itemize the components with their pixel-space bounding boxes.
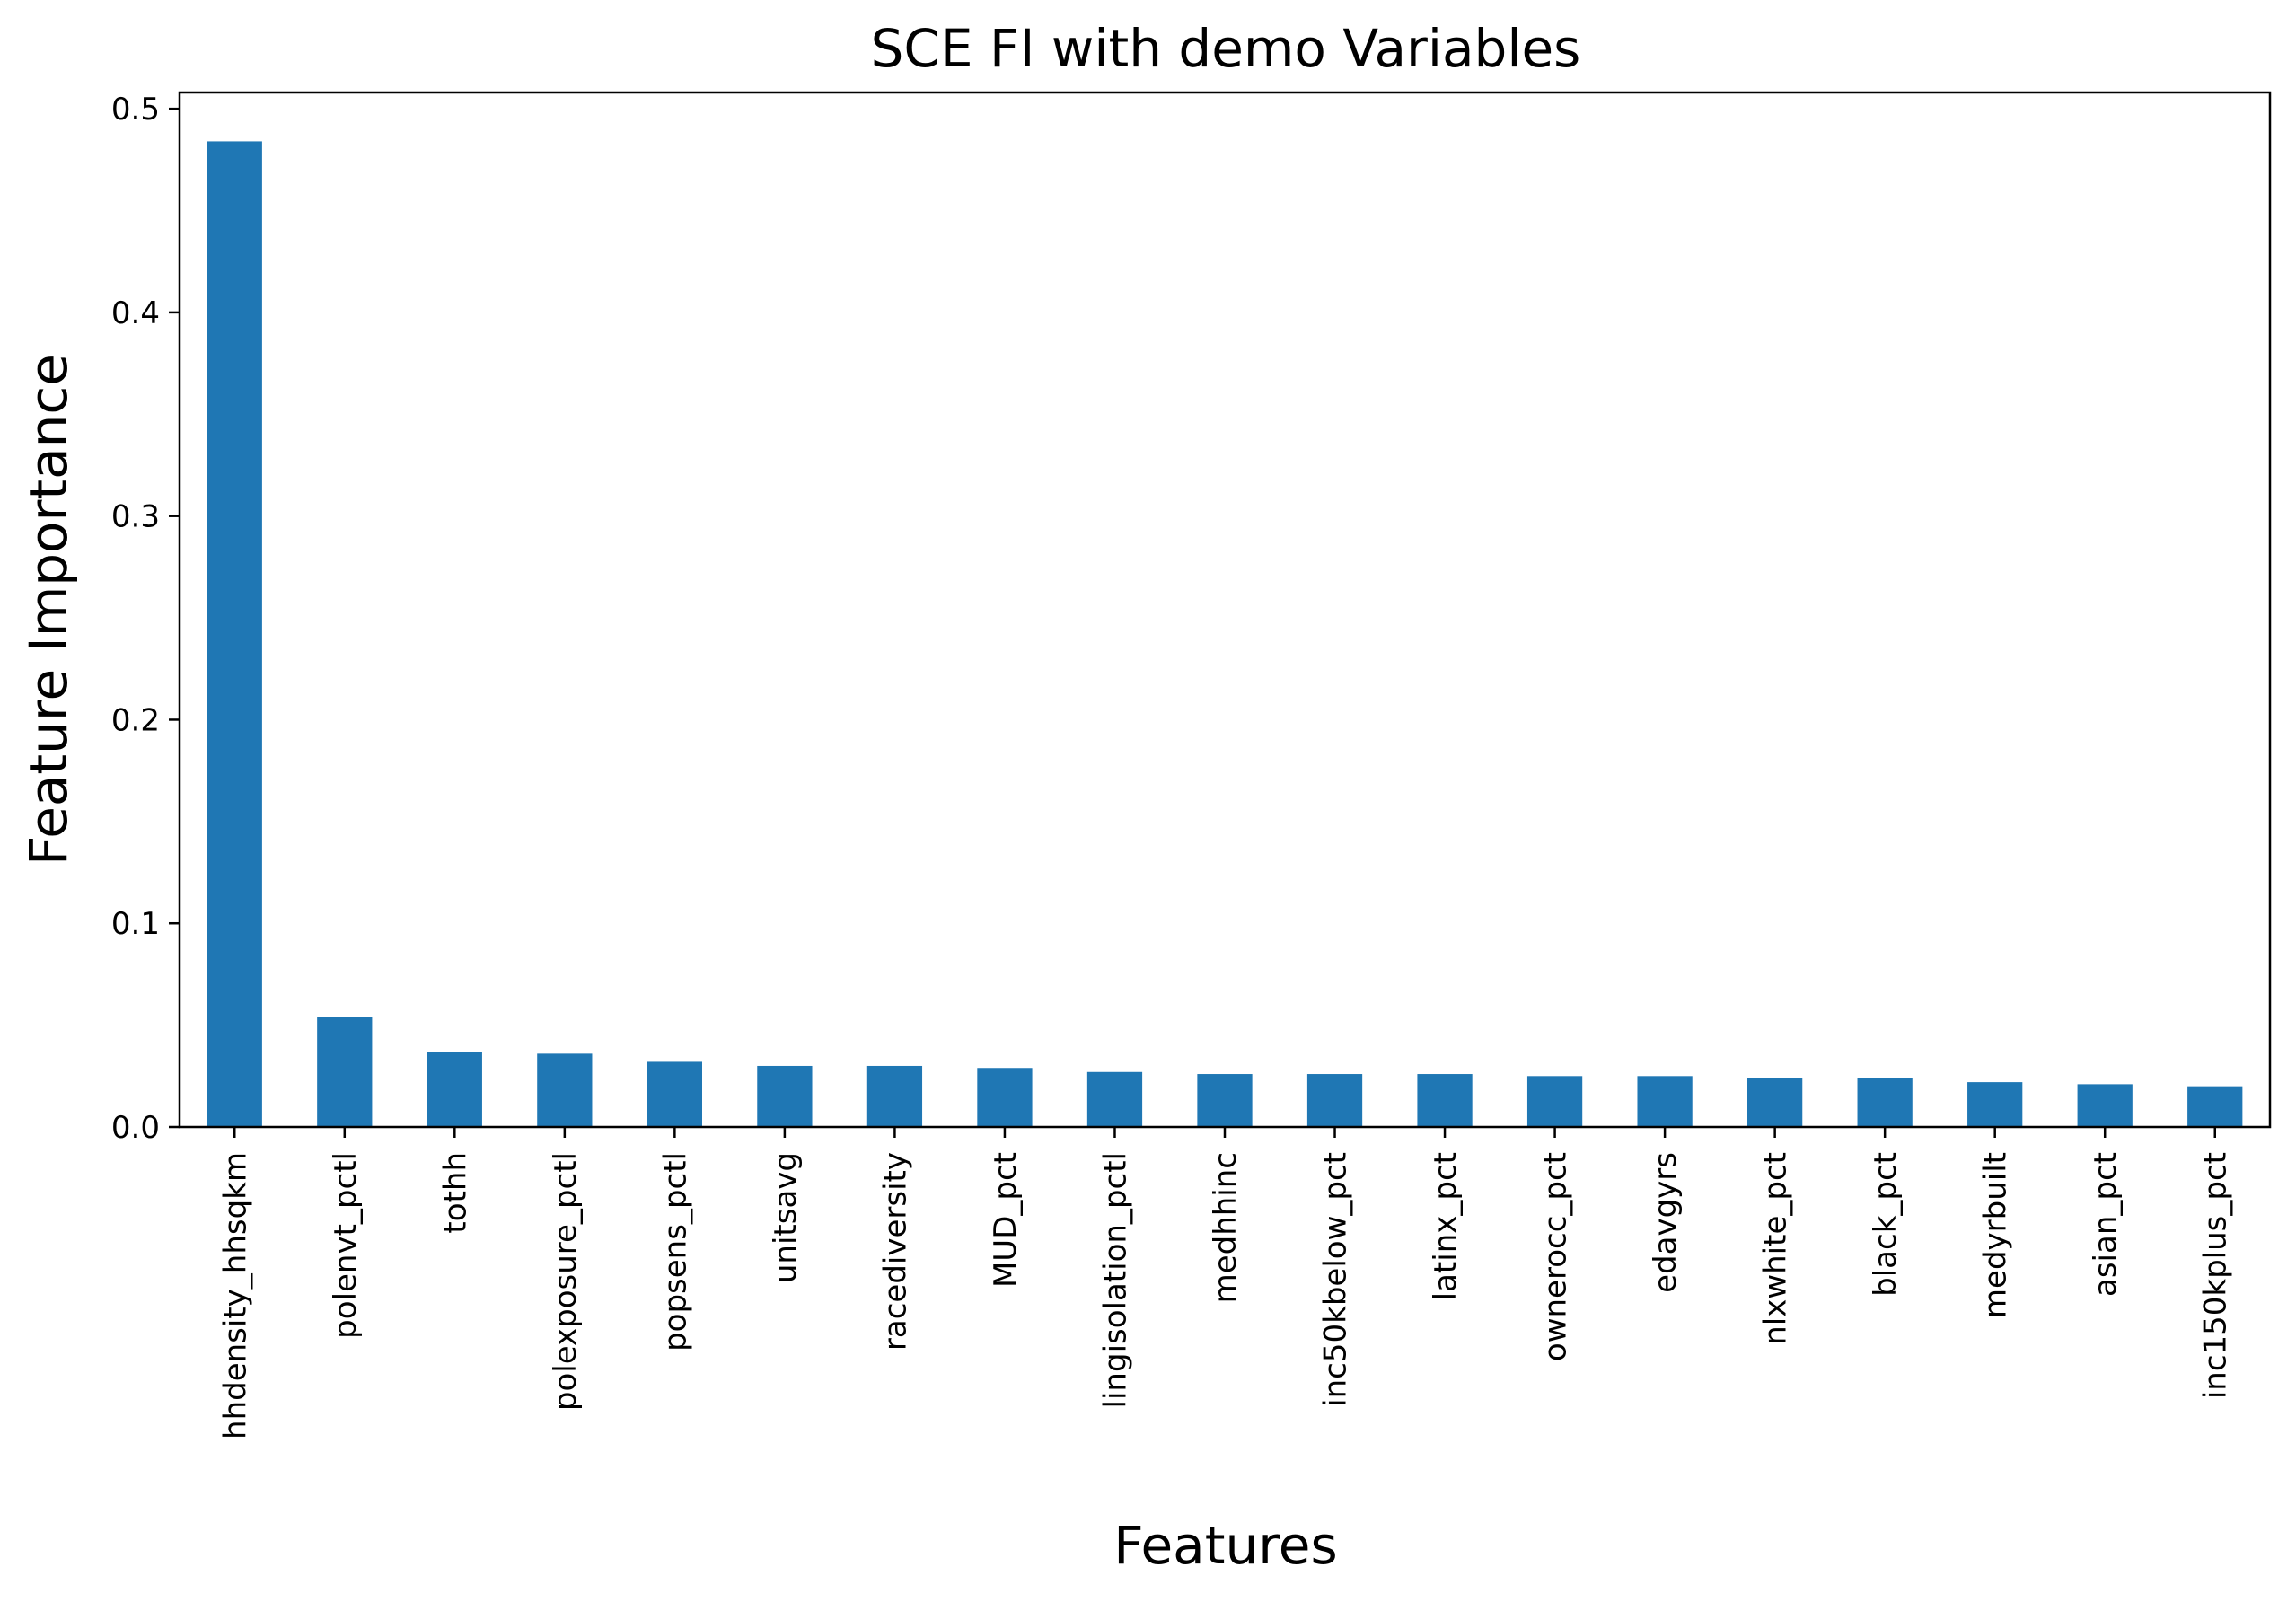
x-tick-label: unitsavg <box>768 1152 804 1283</box>
y-tick-label: 0.0 <box>111 1110 160 1146</box>
bar-MUD_pct <box>977 1068 1033 1127</box>
x-tick-label: inc50kbelow_pct <box>1318 1152 1354 1407</box>
bar-hhdensity_hhsqkm <box>207 141 262 1128</box>
bar-asian_pct <box>2077 1084 2133 1127</box>
bar-polexposure_pctl <box>537 1053 593 1127</box>
y-axis: 0.0 0.1 0.2 0.3 0.4 0.5 <box>111 92 180 1146</box>
bar-ownerocc_pct <box>1526 1076 1583 1127</box>
bar-racediversity <box>866 1065 923 1127</box>
y-tick-label: 0.5 <box>111 92 160 128</box>
x-tick-label: medhhinc <box>1208 1152 1244 1303</box>
x-tick-label: asian_pct <box>2088 1152 2124 1297</box>
bar-inc150kplus_pct <box>2187 1086 2243 1127</box>
bar-latinx_pct <box>1417 1074 1473 1127</box>
x-tick-label: latinx_pct <box>1428 1152 1464 1300</box>
x-tick-label: hhdensity_hhsqkm <box>217 1152 253 1439</box>
bar-medyrbuilt <box>1967 1082 2023 1127</box>
bar-unitsavg <box>757 1065 813 1127</box>
bar-medhhinc <box>1197 1074 1253 1127</box>
y-tick-label: 0.1 <box>111 906 160 942</box>
bar-edavgyrs <box>1637 1076 1693 1127</box>
x-axis-label: Features <box>1113 1515 1337 1576</box>
x-tick-label: edavgyrs <box>1648 1152 1684 1293</box>
x-tick-label: lingisolation_pctl <box>1097 1152 1133 1408</box>
chart-title: SCE FI with demo Variables <box>871 18 1581 79</box>
bar-polenvt_pctl <box>317 1017 373 1127</box>
x-tick-label: ownerocc_pct <box>1538 1152 1574 1361</box>
x-tick-label: racediversity <box>877 1152 913 1351</box>
y-tick-label: 0.3 <box>111 499 160 535</box>
bar-black_pct <box>1857 1078 1913 1127</box>
y-tick-label: 0.4 <box>111 295 160 331</box>
bar-lingisolation_pctl <box>1086 1071 1143 1127</box>
bar-nlxwhite_pct <box>1747 1078 1803 1127</box>
x-tick-label: nlxwhite_pct <box>1758 1152 1794 1345</box>
x-tick-label: tothh <box>437 1152 473 1234</box>
x-tick-label: polenvt_pctl <box>328 1152 364 1339</box>
x-tick-label: medyrbuilt <box>1978 1152 2014 1318</box>
x-tick-label: MUD_pct <box>988 1152 1024 1288</box>
bar-popsens_pctl <box>647 1061 702 1127</box>
bar-tothh <box>427 1052 482 1127</box>
bars-layer <box>207 141 2243 1128</box>
x-tick-label: popsens_pctl <box>657 1152 693 1351</box>
x-tick-label: inc150kplus_pct <box>2198 1152 2234 1399</box>
x-tick-label: black_pct <box>1868 1152 1904 1297</box>
plot-frame <box>178 91 2272 1129</box>
bar-inc50kbelow_pct <box>1306 1074 1363 1127</box>
y-axis-label: Feature Importance <box>18 354 79 866</box>
y-tick-label: 0.2 <box>111 702 160 738</box>
x-tick-label: polexposure_pctl <box>548 1152 584 1411</box>
x-axis: hhdensity_hhsqkm polenvt_pctl tothh polexpo… <box>217 1127 2234 1439</box>
